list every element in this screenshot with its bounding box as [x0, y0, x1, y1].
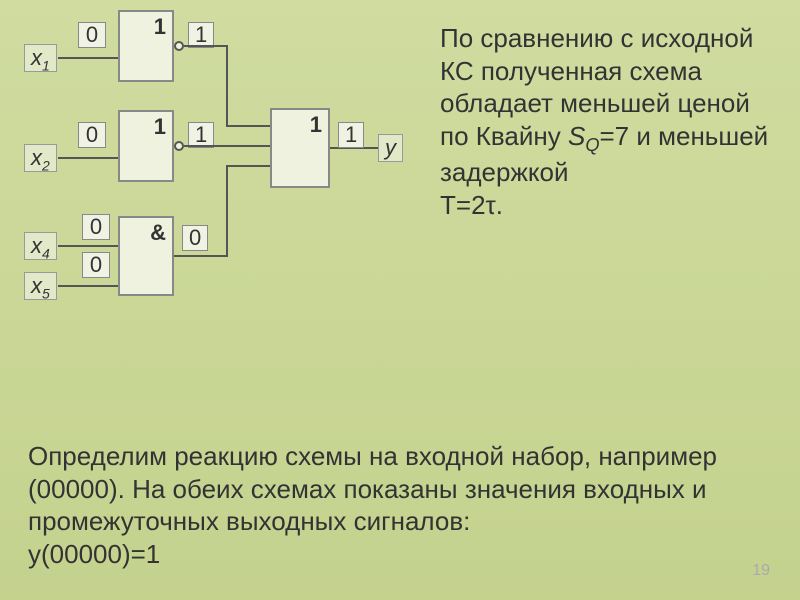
gate-g4-output: 1: [338, 122, 364, 148]
gate-g3: &: [118, 216, 174, 296]
sq-var: S: [568, 121, 585, 151]
gate-g4: 1: [270, 108, 330, 188]
wire-x1-g1: [58, 57, 118, 59]
bottom-text-l2: y(00000)=1: [28, 539, 160, 569]
gate-g1-bubble: [174, 41, 184, 51]
gate-g1-symbol: 1: [154, 14, 166, 40]
input-x4: x4: [24, 232, 57, 260]
input-x5-label: x: [31, 273, 42, 298]
page-number: 19: [752, 562, 770, 580]
output-y: y: [378, 134, 403, 162]
input-x2-value: 0: [78, 122, 106, 148]
gate-g1: 1: [118, 10, 174, 82]
input-x1-label: x: [31, 45, 42, 70]
input-x1: x1: [24, 44, 57, 72]
input-x5: x5: [24, 272, 57, 300]
gate-g4-symbol: 1: [310, 112, 322, 138]
wire-g1-down: [226, 45, 228, 127]
gate-g3-symbol: &: [150, 220, 166, 246]
right-text-block: По сравнению с исходной КС полученная сх…: [440, 22, 780, 221]
wire-g1-out: [184, 45, 228, 47]
gate-g2-symbol: 1: [154, 114, 166, 140]
gate-g2: 1: [118, 110, 174, 182]
wire-g2-out: [184, 145, 270, 147]
wire-x4-g3: [58, 245, 118, 247]
wire-g1-to-g4: [226, 125, 270, 127]
input-x2: x2: [24, 144, 57, 172]
wire-g3-up: [226, 165, 228, 257]
gate-g2-bubble: [174, 141, 184, 151]
wire-x2-g2: [58, 157, 118, 159]
input-x1-value: 0: [78, 22, 106, 48]
wire-g3-to-g4: [226, 165, 270, 167]
input-x1-sub: 1: [42, 57, 50, 73]
overlap-tail: T=2τ.: [440, 190, 503, 220]
input-x2-label: x: [31, 145, 42, 170]
input-x4-value: 0: [82, 214, 110, 240]
bottom-text-l1: Определим реакцию схемы на входной набор…: [28, 441, 717, 536]
wire-g3-out: [174, 255, 226, 257]
wire-x5-g3: [58, 285, 118, 287]
sq-sub: Q: [585, 135, 599, 155]
input-x2-sub: 2: [42, 157, 50, 173]
slide: 1 x1 0 1 1 x2 0 1 & x4 0 x5 0 0: [0, 0, 800, 600]
input-x4-sub: 4: [42, 245, 50, 261]
input-x5-sub: 5: [42, 285, 50, 301]
bottom-text-block: Определим реакцию схемы на входной набор…: [28, 440, 768, 570]
input-x4-label: x: [31, 233, 42, 258]
input-x5-value: 0: [82, 252, 110, 278]
gate-g3-output: 0: [182, 225, 208, 251]
